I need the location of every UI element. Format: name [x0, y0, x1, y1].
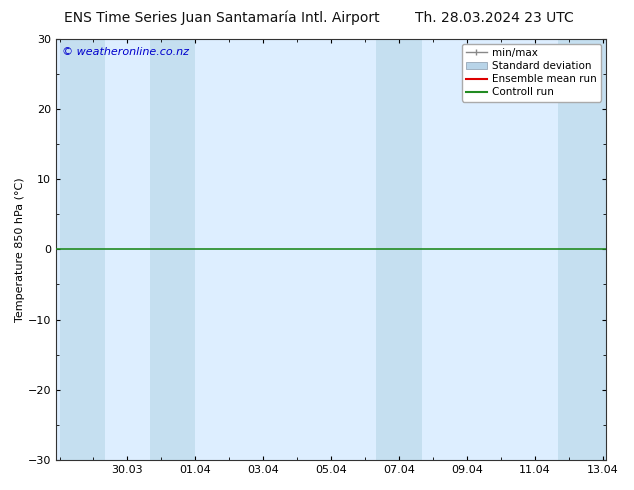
- Text: ENS Time Series Juan Santamaría Intl. Airport: ENS Time Series Juan Santamaría Intl. Ai…: [64, 11, 380, 25]
- Legend: min/max, Standard deviation, Ensemble mean run, Controll run: min/max, Standard deviation, Ensemble me…: [462, 44, 601, 101]
- Bar: [377, 39, 422, 460]
- Text: Th. 28.03.2024 23 UTC: Th. 28.03.2024 23 UTC: [415, 11, 574, 25]
- Text: © weatheronline.co.nz: © weatheronline.co.nz: [61, 47, 189, 57]
- Bar: [150, 39, 195, 460]
- Bar: [60, 39, 105, 460]
- Y-axis label: Temperature 850 hPa (°C): Temperature 850 hPa (°C): [15, 177, 25, 321]
- Bar: [558, 39, 606, 460]
